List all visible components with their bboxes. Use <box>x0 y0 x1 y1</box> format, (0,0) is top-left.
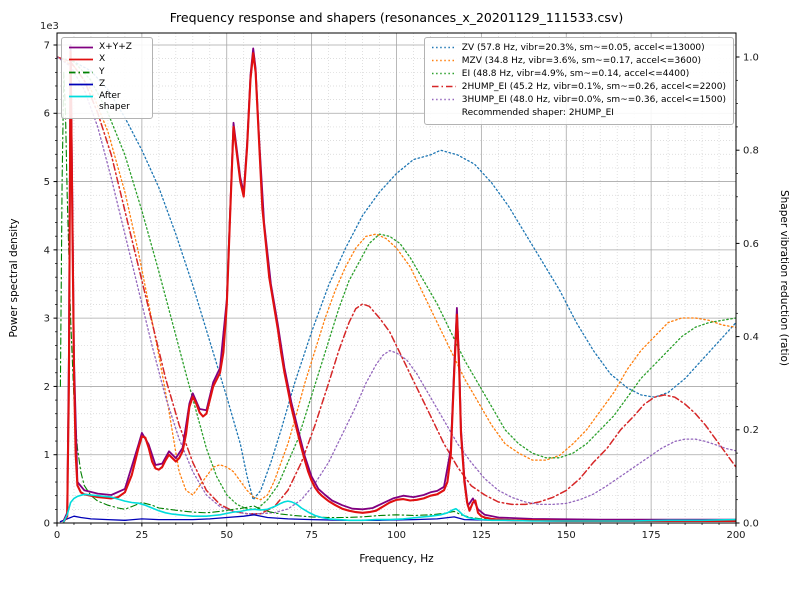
svg-text:200: 200 <box>726 530 745 541</box>
shaper-legend-item: MZV (34.8 Hz, vibr=3.6%, sm~=0.17, accel… <box>431 55 726 68</box>
legend-line-sample-icon <box>431 72 456 75</box>
svg-text:75: 75 <box>305 530 318 541</box>
psd-legend-label: X <box>99 54 106 65</box>
svg-text:4: 4 <box>44 245 50 256</box>
series-ei <box>57 56 736 510</box>
svg-text:3: 3 <box>44 314 50 325</box>
shaper-legend-item: 3HUMP_EI (48.0 Hz, vibr=0.0%, sm~=0.36, … <box>431 94 726 107</box>
shaper-legend: ZV (57.8 Hz, vibr=20.3%, sm~=0.05, accel… <box>423 37 734 126</box>
svg-text:7: 7 <box>44 40 50 51</box>
series-x <box>62 50 736 523</box>
series-2hump-ei <box>57 56 736 515</box>
svg-text:0.2: 0.2 <box>743 425 759 436</box>
psd-legend-item: X <box>68 54 145 66</box>
legend-line-sample-icon <box>69 46 93 49</box>
series-3hump-ei <box>57 56 736 515</box>
psd-legend-item: X+Y+Z <box>68 42 145 54</box>
x-axis-label: Frequency, Hz <box>359 553 434 565</box>
svg-text:175: 175 <box>642 530 661 541</box>
shaper-legend-label: 2HUMP_EI (45.2 Hz, vibr=0.1%, sm~=0.26, … <box>461 82 726 93</box>
shaper-legend-item: 2HUMP_EI (45.2 Hz, vibr=0.1%, sm~=0.26, … <box>431 81 726 94</box>
series-mzv <box>57 56 736 501</box>
psd-legend: X+Y+Z X Y Z After shaper <box>61 37 153 120</box>
svg-text:1: 1 <box>44 450 50 461</box>
svg-text:1.0: 1.0 <box>743 52 759 63</box>
svg-text:0: 0 <box>44 518 50 529</box>
left-y-axis-label: Power spectral density <box>8 218 20 338</box>
legend-line-sample-icon <box>69 95 93 98</box>
svg-text:25: 25 <box>136 530 149 541</box>
svg-text:5: 5 <box>44 177 50 188</box>
shaper-legend-label: EI (48.8 Hz, vibr=4.9%, sm~=0.14, accel<… <box>461 69 690 80</box>
svg-text:100: 100 <box>387 530 406 541</box>
svg-text:0.8: 0.8 <box>743 146 759 157</box>
psd-legend-item: After shaper <box>68 91 145 114</box>
series-zv <box>57 56 736 501</box>
svg-text:50: 50 <box>220 530 233 541</box>
psd-legend-item: Y <box>68 67 145 79</box>
legend-line-sample-icon <box>431 59 456 62</box>
psd-legend-label: After shaper <box>99 91 130 112</box>
shaper-legend-item: ZV (57.8 Hz, vibr=20.3%, sm~=0.05, accel… <box>431 42 726 55</box>
right-y-axis-label: Shaper vibration reduction (ratio) <box>778 189 790 367</box>
chart-title: Frequency response and shapers (resonanc… <box>169 10 624 25</box>
psd-legend-label: X+Y+Z <box>99 42 132 52</box>
recommended-shaper-note: Recommended shaper: 2HUMP_EI <box>461 108 614 119</box>
svg-text:0: 0 <box>54 530 60 541</box>
series-z <box>59 514 736 523</box>
legend-line-sample-icon <box>431 85 456 88</box>
legend-line-sample-icon <box>431 98 456 101</box>
svg-text:150: 150 <box>557 530 576 541</box>
shaper-legend-label: ZV (57.8 Hz, vibr=20.3%, sm~=0.05, accel… <box>461 43 705 53</box>
legend-line-sample-icon <box>431 46 456 49</box>
svg-text:2: 2 <box>44 382 50 393</box>
shaper-legend-item: EI (48.8 Hz, vibr=4.9%, sm~=0.14, accel<… <box>431 68 726 81</box>
shaper-legend-label: 3HUMP_EI (48.0 Hz, vibr=0.0%, sm~=0.36, … <box>461 95 726 106</box>
svg-text:6: 6 <box>44 109 50 120</box>
series-after-shaper <box>62 493 736 523</box>
chart-series-group <box>57 44 736 523</box>
svg-text:0.4: 0.4 <box>743 332 759 343</box>
legend-line-sample-icon <box>69 83 93 86</box>
psd-legend-item: Z <box>68 79 145 91</box>
psd-legend-label: Z <box>99 79 106 90</box>
shaper-legend-label: MZV (34.8 Hz, vibr=3.6%, sm~=0.17, accel… <box>461 56 701 67</box>
svg-text:0.6: 0.6 <box>743 239 759 250</box>
psd-legend-label: Y <box>99 66 105 77</box>
legend-line-sample-icon <box>69 58 93 61</box>
legend-line-sample-icon <box>69 71 93 74</box>
svg-text:125: 125 <box>472 530 491 541</box>
y-axis-offset-text: 1e3 <box>40 21 59 32</box>
svg-text:0.0: 0.0 <box>743 518 759 529</box>
